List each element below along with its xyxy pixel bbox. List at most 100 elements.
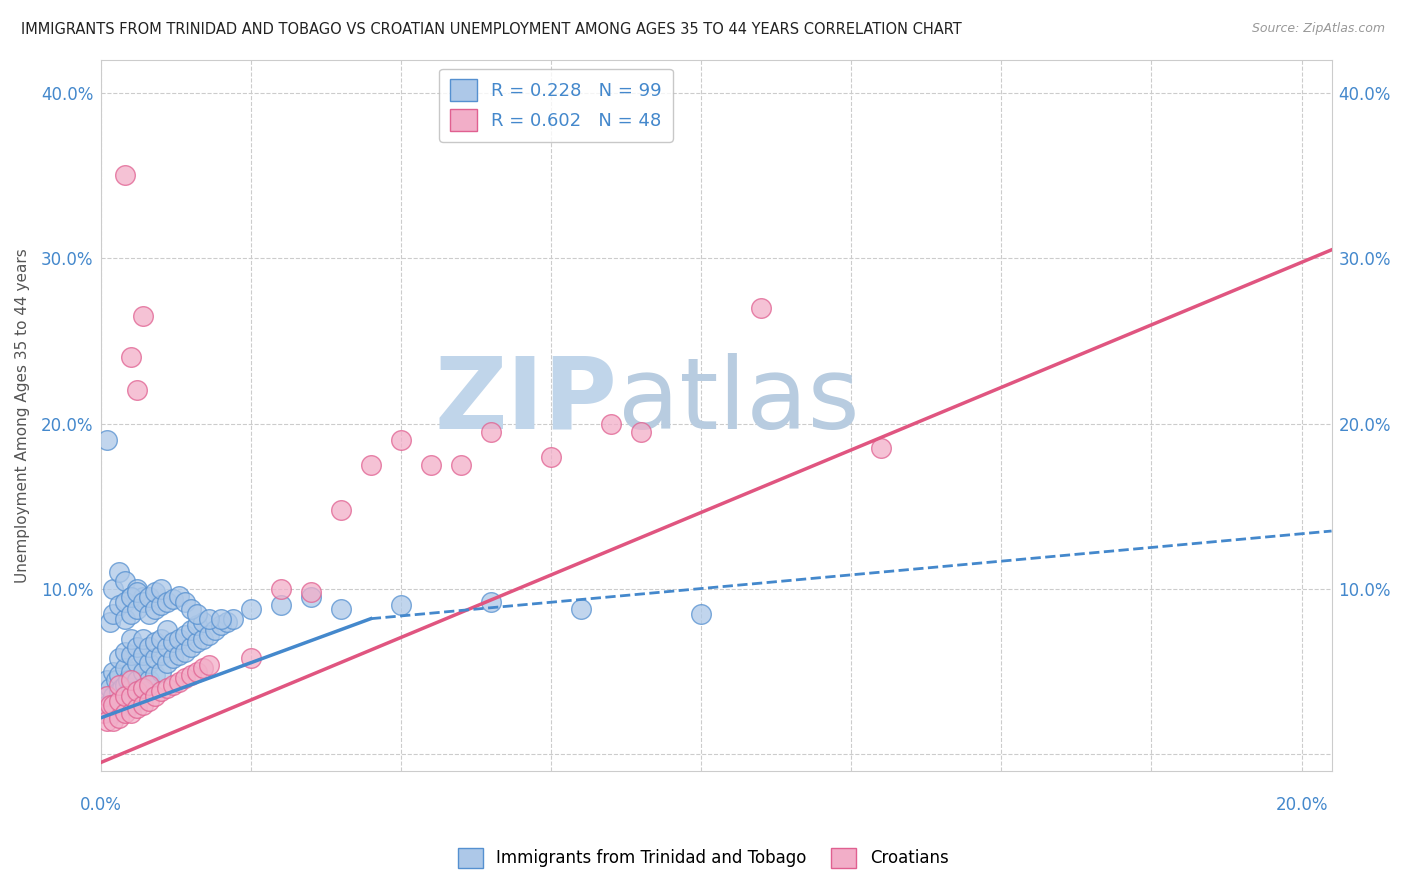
- Point: [125, 585, 148, 599]
- Legend: R = 0.228   N = 99, R = 0.602   N = 48: R = 0.228 N = 99, R = 0.602 N = 48: [439, 69, 673, 142]
- Point: [138, 673, 160, 687]
- Point: [389, 433, 412, 447]
- Point: [162, 678, 184, 692]
- Point: [98, 615, 121, 629]
- Point: [155, 640, 177, 654]
- Point: [197, 612, 219, 626]
- Point: [209, 612, 232, 626]
- Point: [107, 684, 129, 698]
- Point: [96, 433, 118, 447]
- Point: [143, 651, 166, 665]
- Point: [143, 585, 166, 599]
- Point: [209, 618, 232, 632]
- Point: [167, 648, 190, 662]
- Point: [131, 681, 153, 695]
- Point: [479, 425, 502, 439]
- Point: [131, 595, 153, 609]
- Text: IMMIGRANTS FROM TRINIDAD AND TOBAGO VS CROATIAN UNEMPLOYMENT AMONG AGES 35 TO 44: IMMIGRANTS FROM TRINIDAD AND TOBAGO VS C…: [21, 22, 962, 37]
- Point: [191, 661, 214, 675]
- Point: [419, 458, 441, 472]
- Point: [191, 632, 214, 646]
- Point: [191, 615, 214, 629]
- Point: [101, 582, 124, 596]
- Point: [167, 674, 190, 689]
- Point: [125, 657, 148, 671]
- Point: [98, 698, 121, 712]
- Point: [107, 566, 129, 580]
- Point: [180, 601, 202, 615]
- Point: [186, 618, 208, 632]
- Point: [114, 595, 136, 609]
- Point: [131, 681, 153, 695]
- Point: [155, 681, 177, 695]
- Point: [149, 599, 172, 613]
- Point: [125, 601, 148, 615]
- Point: [107, 711, 129, 725]
- Point: [110, 681, 132, 695]
- Point: [167, 632, 190, 646]
- Point: [690, 607, 713, 621]
- Point: [162, 651, 184, 665]
- Point: [107, 599, 129, 613]
- Point: [120, 690, 142, 704]
- Point: [96, 698, 118, 712]
- Point: [101, 714, 124, 729]
- Point: [125, 701, 148, 715]
- Y-axis label: Unemployment Among Ages 35 to 44 years: Unemployment Among Ages 35 to 44 years: [15, 248, 30, 582]
- Point: [239, 651, 262, 665]
- Point: [329, 502, 352, 516]
- Point: [120, 632, 142, 646]
- Point: [114, 706, 136, 720]
- Point: [138, 657, 160, 671]
- Point: [101, 607, 124, 621]
- Text: 20.0%: 20.0%: [1275, 796, 1327, 814]
- Point: [540, 450, 562, 464]
- Point: [120, 590, 142, 604]
- Point: [114, 678, 136, 692]
- Point: [180, 640, 202, 654]
- Point: [125, 684, 148, 698]
- Point: [131, 590, 153, 604]
- Point: [107, 668, 129, 682]
- Point: [143, 668, 166, 682]
- Point: [98, 681, 121, 695]
- Point: [117, 673, 139, 687]
- Point: [120, 351, 142, 365]
- Point: [630, 425, 652, 439]
- Point: [120, 706, 142, 720]
- Point: [149, 632, 172, 646]
- Point: [221, 612, 243, 626]
- Point: [479, 595, 502, 609]
- Point: [101, 690, 124, 704]
- Point: [143, 601, 166, 615]
- Point: [299, 585, 322, 599]
- Point: [155, 624, 177, 638]
- Point: [600, 417, 623, 431]
- Point: [149, 684, 172, 698]
- Point: [197, 628, 219, 642]
- Point: [180, 624, 202, 638]
- Point: [450, 458, 472, 472]
- Point: [329, 601, 352, 615]
- Point: [114, 574, 136, 588]
- Point: [120, 607, 142, 621]
- Point: [104, 673, 127, 687]
- Text: Source: ZipAtlas.com: Source: ZipAtlas.com: [1251, 22, 1385, 36]
- Point: [173, 595, 195, 609]
- Point: [173, 628, 195, 642]
- Point: [120, 665, 142, 679]
- Point: [167, 589, 190, 603]
- Point: [173, 645, 195, 659]
- Point: [96, 673, 118, 687]
- Point: [138, 590, 160, 604]
- Point: [114, 612, 136, 626]
- Point: [155, 595, 177, 609]
- Point: [125, 690, 148, 704]
- Point: [162, 591, 184, 606]
- Point: [131, 698, 153, 712]
- Point: [149, 648, 172, 662]
- Point: [186, 607, 208, 621]
- Point: [215, 615, 238, 629]
- Point: [270, 582, 292, 596]
- Point: [149, 665, 172, 679]
